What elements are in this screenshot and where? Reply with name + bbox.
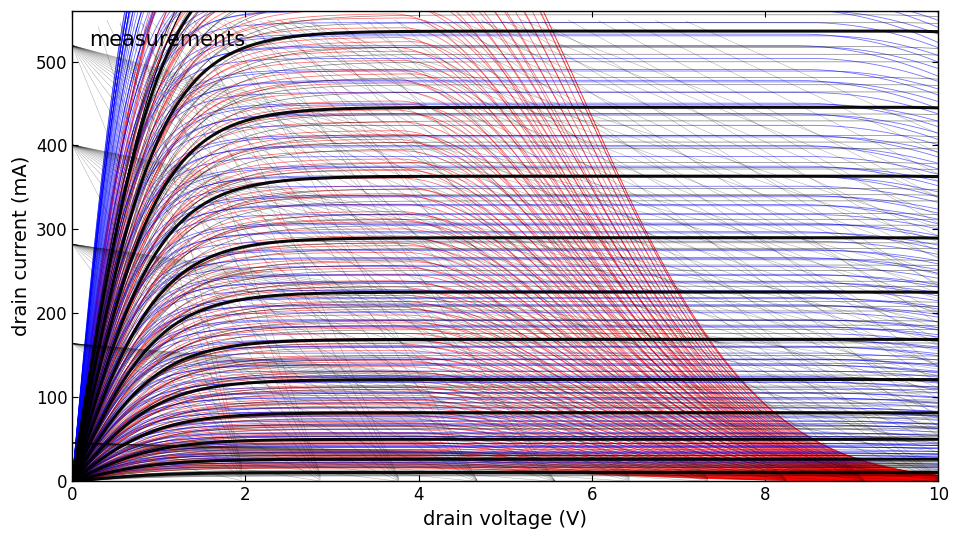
Text: measurements: measurements	[89, 30, 246, 50]
X-axis label: drain voltage (V): drain voltage (V)	[423, 510, 588, 529]
Y-axis label: drain current (mA): drain current (mA)	[12, 156, 30, 336]
